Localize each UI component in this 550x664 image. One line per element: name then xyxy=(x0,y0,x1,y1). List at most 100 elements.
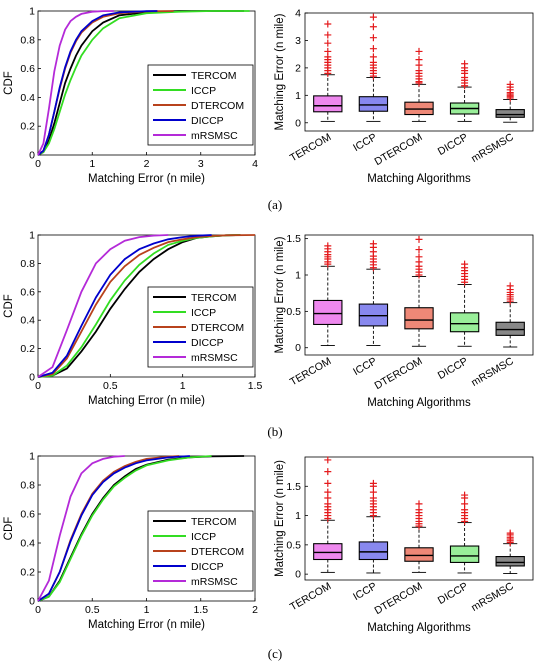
cdf-plot-2: 0 0.5 1 1.5 2 0 0.2 0.4 0.6 0.8 1 Matching Error (n… xyxy=(3,451,258,632)
outlier-point xyxy=(461,506,469,514)
box-body xyxy=(313,299,343,326)
y-axis-label: Matching Error (n mile) xyxy=(274,13,286,130)
box-tercom xyxy=(313,20,343,122)
x-tick-label: 0 xyxy=(35,380,41,392)
box-tercom xyxy=(313,242,343,346)
outlier-point xyxy=(415,47,423,55)
x-tick-label: 4 xyxy=(252,158,258,170)
legend-label-mrsmsc: mRSMSC xyxy=(191,352,238,364)
caption-c: (c) xyxy=(267,646,283,661)
outlier-point xyxy=(369,13,377,21)
x-tick-label: 1 xyxy=(144,604,150,616)
box-diccp xyxy=(449,260,480,347)
x-axis-label: Matching Error (n mile) xyxy=(88,173,205,185)
box-body xyxy=(495,109,525,118)
x-tick-label: 1 xyxy=(89,158,95,170)
legend: TERCOM ICCP DTERCOM DICCP mRSMSC xyxy=(147,510,254,592)
outlier-point xyxy=(324,31,332,39)
box-tercom xyxy=(313,456,343,573)
box-iccp xyxy=(358,13,389,122)
box-body xyxy=(313,543,343,561)
series-line-iccp xyxy=(37,10,250,156)
outlier-point xyxy=(415,253,423,261)
box-body xyxy=(404,307,434,330)
legend: TERCOM ICCP DTERCOM DICCP mRSMSC xyxy=(147,64,254,146)
outlier-point xyxy=(324,479,332,487)
legend-label-tercom: TERCOM xyxy=(191,516,237,528)
box-dtercom xyxy=(404,235,434,347)
x-tick-label: 3 xyxy=(198,158,204,170)
y-tick-label: 0.4 xyxy=(20,315,35,327)
outlier-point xyxy=(415,246,423,254)
series-line-mrsmsc xyxy=(37,234,169,378)
box-diccp xyxy=(449,60,480,122)
outlier-point xyxy=(324,468,332,476)
y-tick-label: 0.8 xyxy=(20,258,35,270)
box-body xyxy=(495,321,525,336)
cdf-plot-0: 0 1 2 3 4 0 0.2 0.4 0.6 0.8 1 Matching Error (n mil… xyxy=(3,6,258,186)
legend-label-mrsmsc: mRSMSC xyxy=(191,130,238,142)
x-axis-label: Matching Algorithms xyxy=(367,397,471,409)
outlier-point xyxy=(324,494,332,502)
category-label: TERCOM xyxy=(288,580,333,613)
y-tick-label: 0.6 xyxy=(20,63,35,75)
y-tick-label: 0.2 xyxy=(20,567,35,579)
y-tick-label: 3 xyxy=(295,35,301,47)
y-tick-label: 0.4 xyxy=(20,538,35,550)
legend-label-dtercom: DTERCOM xyxy=(191,100,244,112)
caption-a: (a) xyxy=(267,197,283,212)
category-label: ICCP xyxy=(351,131,379,154)
y-tick-label: 0.5 xyxy=(286,539,301,551)
category-label: DICCP xyxy=(436,580,470,607)
legend-label-dtercom: DTERCOM xyxy=(191,322,244,334)
outlier-point xyxy=(369,45,377,53)
y-tick-label: 0.2 xyxy=(20,121,35,133)
legend-label-iccp: ICCP xyxy=(191,85,216,97)
x-tick-label: 1 xyxy=(180,380,186,392)
cdf-plot-1: 0 0.5 1 1.5 0 0.2 0.4 0.6 0.8 1 Matching Error (n … xyxy=(3,230,262,408)
series-line-diccp xyxy=(37,10,158,156)
y-tick-label: 2 xyxy=(295,62,301,74)
outlier-point xyxy=(369,488,377,496)
outlier-point xyxy=(369,34,377,42)
box-body xyxy=(449,312,480,333)
x-tick-label: 0 xyxy=(35,604,41,616)
legend-label-mrsmsc: mRSMSC xyxy=(191,576,238,588)
box-diccp xyxy=(449,491,480,574)
x-axis-label: Matching Error (n mile) xyxy=(88,619,205,631)
box-body xyxy=(313,95,343,113)
y-axis-label: Matching Error (n mile) xyxy=(274,236,286,353)
outlier-point xyxy=(369,53,377,61)
category-label: mRSMSC xyxy=(469,580,516,614)
y-tick-label: 0.6 xyxy=(20,509,35,521)
series-line-iccp xyxy=(37,455,212,602)
legend-label-diccp: DICCP xyxy=(191,561,224,573)
outlier-point xyxy=(324,39,332,47)
category-label: DTERCOM xyxy=(373,580,425,617)
y-tick-label: 0.4 xyxy=(20,92,35,104)
y-tick-label: 0.5 xyxy=(286,306,301,318)
series-line-dtercom xyxy=(37,234,256,378)
y-tick-label: 0.8 xyxy=(20,34,35,46)
outlier-point xyxy=(324,488,332,496)
x-tick-label: 2 xyxy=(252,604,258,616)
box-mrsmsc xyxy=(495,80,525,123)
outlier-point xyxy=(369,240,377,248)
y-tick-label: 1 xyxy=(29,230,35,242)
x-tick-label: 0.5 xyxy=(85,604,100,616)
y-tick-label: 1 xyxy=(29,451,35,463)
category-label: TERCOM xyxy=(288,355,333,388)
category-label: DICCP xyxy=(436,355,470,382)
y-tick-label: 0.2 xyxy=(20,343,35,355)
outlier-point xyxy=(461,500,469,508)
box-iccp xyxy=(358,479,389,574)
outlier-point xyxy=(415,506,423,514)
y-tick-label: 0 xyxy=(29,596,35,608)
caption-b: (b) xyxy=(267,424,283,439)
outlier-point xyxy=(324,500,332,508)
y-axis-label: CDF xyxy=(3,294,15,318)
y-tick-label: 0.8 xyxy=(20,480,35,492)
x-axis-label: Matching Algorithms xyxy=(367,622,471,634)
y-tick-label: 0 xyxy=(29,372,35,384)
